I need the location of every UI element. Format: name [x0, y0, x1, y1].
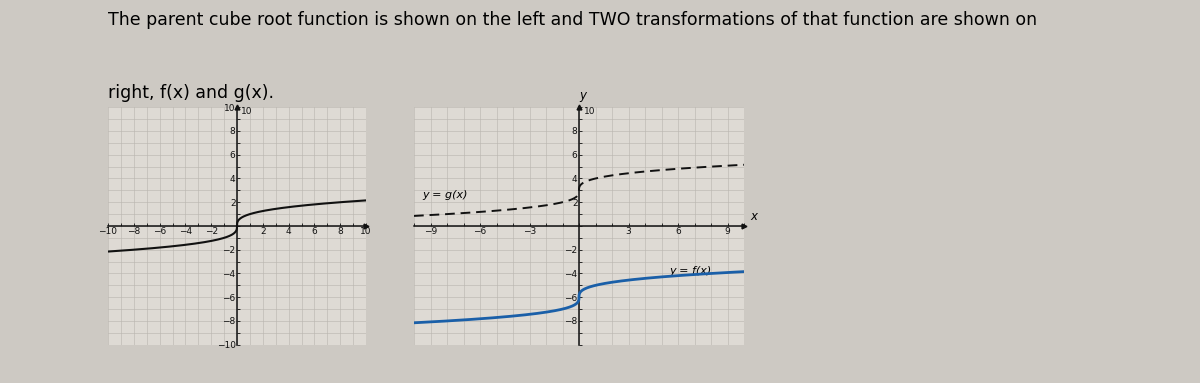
Text: 10: 10	[584, 108, 595, 116]
Text: right, f(x) and g(x).: right, f(x) and g(x).	[108, 84, 274, 102]
Text: y = g(x): y = g(x)	[422, 190, 468, 200]
Text: x: x	[751, 210, 757, 223]
Text: y = f(x): y = f(x)	[670, 266, 712, 276]
Text: The parent cube root function is shown on the left and TWO transformations of th: The parent cube root function is shown o…	[108, 11, 1037, 29]
Text: y: y	[580, 90, 587, 103]
Text: 10: 10	[241, 108, 252, 116]
